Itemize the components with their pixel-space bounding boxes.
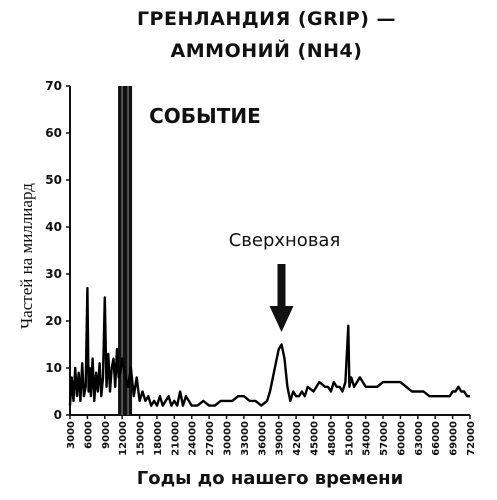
y-tick-label: 50: [45, 173, 62, 187]
x-axis-label: Годы до нашего времени: [136, 468, 404, 489]
x-tick-label: 15000: [136, 421, 147, 456]
x-tick-label: 36000: [257, 421, 268, 456]
y-tick-label: 40: [45, 220, 62, 234]
x-tick-label: 63000: [414, 421, 425, 456]
x-tick-label: 60000: [396, 421, 407, 456]
annotations: СОБЫТИЕ Сверхновая: [149, 104, 340, 332]
x-tick-label: 18000: [153, 421, 164, 456]
x-ticks: 3000 6000 9000 12000 15000 18000 21000 24000 270…: [66, 415, 477, 456]
x-tick-label: 72000: [466, 421, 477, 456]
x-tick-label: 51000: [344, 421, 355, 456]
x-tick-label: 3000: [66, 421, 77, 449]
supernova-label: Сверхновая: [229, 230, 341, 251]
x-tick-label: 57000: [379, 421, 390, 456]
x-tick-label: 27000: [205, 421, 216, 456]
x-tick-label: 24000: [188, 421, 199, 456]
supernova-arrow-shaft: [277, 264, 286, 308]
x-tick-label: 66000: [431, 421, 442, 456]
series-line: [68, 286, 470, 407]
x-tick-label: 42000: [292, 421, 303, 456]
series-lines: [68, 286, 470, 407]
x-tick-label: 21000: [170, 421, 181, 456]
chart-title: ГРЕНЛАНДИЯ (GRIP) —: [136, 8, 397, 30]
x-tick-label: 6000: [83, 421, 94, 449]
x-tick-label: 45000: [309, 421, 320, 456]
y-tick-label: 30: [45, 267, 62, 281]
y-tick-label: 70: [45, 79, 62, 93]
supernova-arrow-head: [269, 306, 294, 332]
chart-subtitle: АММОНИЙ (NH4): [170, 40, 363, 62]
y-tick-label: 10: [45, 361, 62, 375]
event-label: СОБЫТИЕ: [149, 104, 261, 128]
x-tick-label: 69000: [449, 421, 460, 456]
x-tick-label: 33000: [240, 421, 251, 456]
y-ticks: 0 10 20 30 40 50 60 70: [45, 79, 70, 422]
x-tick-label: 30000: [223, 421, 234, 456]
chart-axes: [69, 86, 470, 416]
y-tick-label: 20: [45, 314, 62, 328]
event-marker: [118, 86, 133, 415]
x-tick-label: 12000: [118, 421, 129, 456]
x-tick-label: 39000: [275, 421, 286, 456]
y-tick-label: 0: [54, 408, 62, 422]
x-tick-label: 9000: [101, 421, 112, 449]
x-tick-label: 48000: [327, 421, 338, 456]
x-tick-label: 54000: [362, 421, 373, 456]
y-tick-label: 60: [45, 126, 62, 140]
